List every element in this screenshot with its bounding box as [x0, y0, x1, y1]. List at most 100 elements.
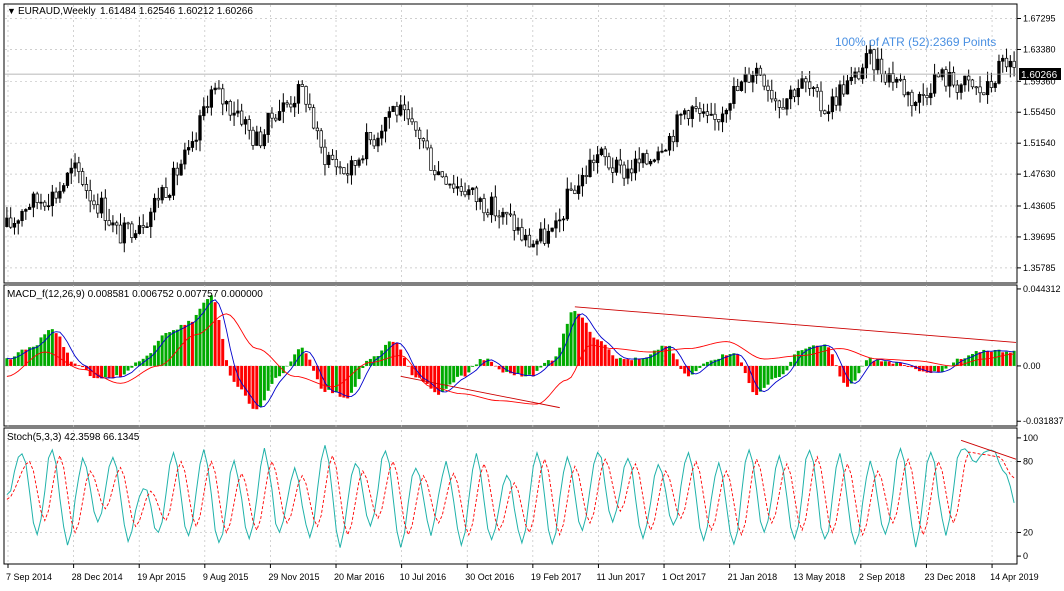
macd-bar — [660, 345, 664, 366]
candle-body — [868, 49, 872, 54]
candle-body — [368, 132, 373, 141]
atr-annotation: 100% of ATR (52):2369 Points — [835, 35, 996, 49]
candle-body — [921, 93, 925, 96]
candle-body — [993, 82, 997, 88]
macd-bar — [531, 365, 535, 377]
macd-bar — [107, 365, 111, 378]
macd-bar — [243, 365, 247, 396]
macd-bar — [652, 350, 656, 366]
candle-body — [883, 73, 888, 83]
macd-bar — [732, 353, 736, 366]
macd-bar — [194, 314, 198, 366]
x-tick-label: 1 Oct 2017 — [662, 572, 706, 582]
candle-body — [932, 73, 937, 94]
macd-bar — [228, 365, 232, 376]
candle-body — [736, 85, 740, 91]
header-marker[interactable]: ▼ — [7, 6, 16, 16]
candle-body — [330, 154, 335, 160]
candle-body — [789, 89, 793, 100]
candle-body — [717, 119, 721, 123]
macd-bar — [849, 365, 853, 384]
macd-bar — [505, 365, 509, 372]
candle-body — [236, 110, 240, 114]
candle-body — [289, 103, 293, 108]
candle-body — [190, 141, 195, 148]
candle-body — [224, 101, 229, 105]
candle-body — [251, 129, 255, 146]
candle-body — [467, 189, 471, 196]
candle-body — [539, 228, 543, 242]
macd-bar — [800, 350, 804, 366]
candle-body — [183, 149, 187, 165]
macd-bar — [785, 365, 789, 371]
macd-bar — [285, 365, 289, 367]
candle-body — [402, 104, 407, 111]
macd-bar — [217, 319, 221, 366]
candle-body — [342, 167, 346, 175]
candle-body — [221, 88, 225, 105]
candle-body — [550, 227, 554, 232]
macd-bar — [304, 353, 308, 366]
macd-bar — [225, 360, 229, 366]
candle-body — [826, 111, 831, 114]
macd-bar — [573, 311, 577, 366]
macd-bar — [705, 361, 709, 366]
candle-body — [31, 193, 36, 208]
candle-body — [819, 90, 823, 112]
macd-bar — [137, 361, 141, 366]
candle-body — [834, 96, 838, 106]
candle-body — [951, 71, 956, 86]
candle-body — [929, 92, 933, 99]
macd-bar — [440, 365, 444, 392]
macd-bar — [569, 312, 573, 366]
macd-bar — [543, 362, 547, 366]
macd-bar — [622, 359, 626, 366]
macd-bar — [974, 351, 978, 366]
macd-bar — [281, 365, 285, 374]
x-tick-label: 19 Apr 2015 — [137, 572, 186, 582]
candle-body — [603, 148, 607, 158]
candle-body — [516, 227, 520, 231]
candle-body — [417, 129, 422, 139]
candle-body — [156, 197, 161, 201]
macd-bar — [164, 332, 168, 366]
candle-body — [845, 80, 850, 95]
candle-body — [902, 79, 906, 96]
macd-bar — [433, 365, 437, 393]
macd-signal-line — [6, 313, 1015, 405]
candle-body — [895, 78, 899, 83]
macd-bar — [751, 365, 755, 393]
macd-bar — [823, 344, 827, 366]
macd-bar — [728, 354, 732, 366]
macd-bar — [327, 365, 331, 390]
candle-body — [323, 146, 327, 165]
macd-bar — [955, 358, 959, 366]
candle-body — [955, 84, 959, 93]
stoch-panel[interactable] — [3, 427, 1018, 565]
macd-bar — [516, 365, 520, 374]
macd-bar — [293, 354, 297, 366]
candle-body — [168, 195, 172, 198]
x-tick-label: 10 Jul 2016 — [400, 572, 447, 582]
macd-bar — [31, 346, 35, 366]
macd-bar — [827, 347, 831, 366]
candle-body — [164, 187, 168, 198]
macd-bar — [656, 349, 660, 366]
candle-body — [891, 73, 895, 83]
candle-body — [266, 112, 270, 135]
candle-body — [414, 121, 418, 131]
candle-body — [209, 89, 214, 108]
candle-body — [823, 110, 827, 114]
candle-body — [489, 196, 494, 216]
candle-body — [349, 160, 354, 176]
macd-bar — [160, 335, 164, 366]
macd-bar — [906, 365, 910, 367]
candle-body — [645, 153, 649, 165]
candle-body — [463, 190, 467, 196]
candle-body — [970, 79, 975, 88]
macd-bar — [1012, 350, 1016, 366]
macd-bar — [899, 362, 903, 366]
candle-body — [664, 149, 668, 152]
macd-bar — [100, 365, 104, 379]
